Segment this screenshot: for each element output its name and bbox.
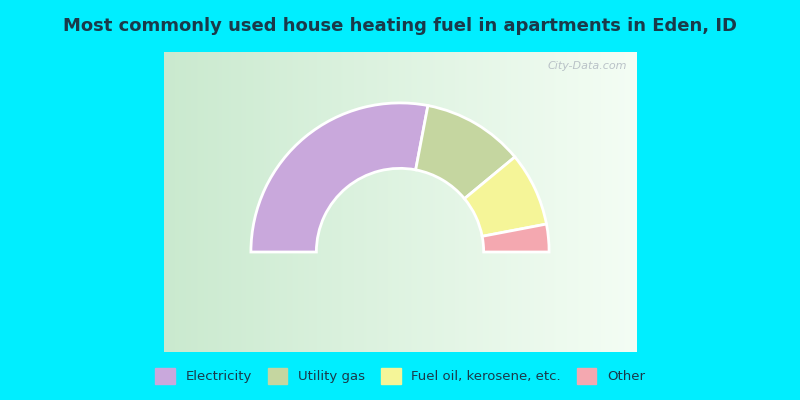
Wedge shape [482, 224, 549, 252]
Text: Most commonly used house heating fuel in apartments in Eden, ID: Most commonly used house heating fuel in… [63, 17, 737, 35]
Wedge shape [251, 103, 428, 252]
Legend: Electricity, Utility gas, Fuel oil, kerosene, etc., Other: Electricity, Utility gas, Fuel oil, kero… [151, 364, 649, 388]
Wedge shape [465, 157, 546, 236]
Text: City-Data.com: City-Data.com [547, 61, 627, 71]
Wedge shape [416, 106, 515, 199]
